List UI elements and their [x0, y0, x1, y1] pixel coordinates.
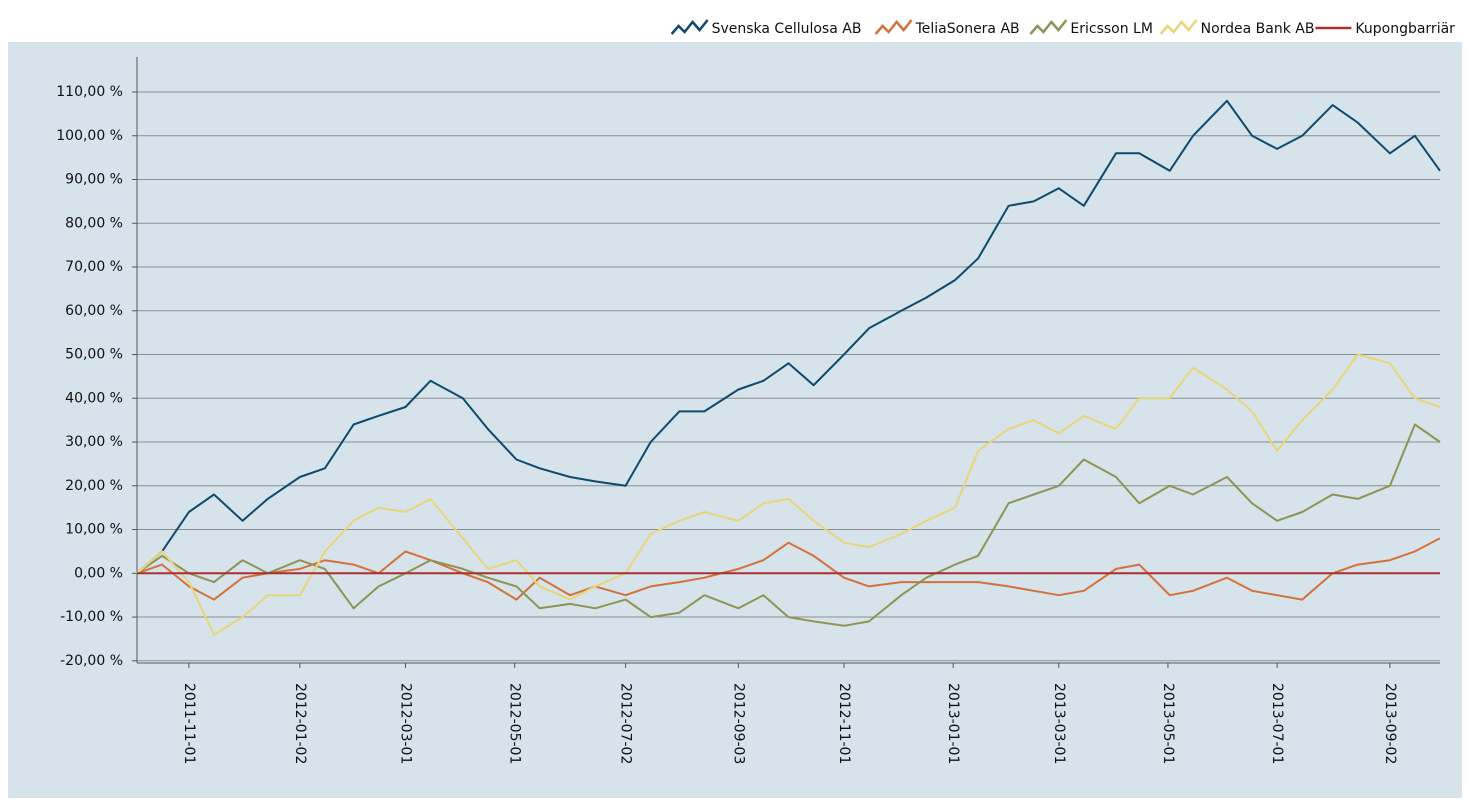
x-tick-label: 2012-09-03 — [730, 683, 746, 764]
y-tick-label: 110,00 % — [56, 84, 123, 100]
series-line — [136, 423, 1441, 627]
legend-label: Kupongbarriär — [1355, 21, 1455, 37]
legend-icon — [874, 19, 913, 35]
y-tick-label: 40,00 % — [65, 390, 123, 406]
y-tick-label: 10,00 % — [65, 522, 123, 538]
series-line — [136, 537, 1441, 601]
legend-label: TeliaSonera AB — [915, 21, 1020, 37]
y-tick-label: -10,00 % — [60, 609, 123, 625]
series-line — [136, 353, 1441, 636]
x-tick-label: 2013-09-02 — [1382, 683, 1398, 764]
x-tick-label: 2012-05-01 — [507, 683, 523, 764]
x-tick-label: 2012-07-02 — [618, 683, 634, 764]
legend-icon — [1159, 19, 1198, 35]
y-tick-label: 20,00 % — [65, 478, 123, 494]
y-tick-label: 60,00 % — [65, 303, 123, 319]
x-tick-label: 2012-03-01 — [397, 683, 413, 764]
x-tick-label: 2013-01-01 — [945, 683, 961, 764]
legend-label: Svenska Cellulosa AB — [712, 21, 862, 37]
legend-icon — [670, 19, 709, 35]
y-tick-label: 80,00 % — [65, 215, 123, 231]
x-tick-label: 2011-11-01 — [181, 683, 197, 764]
x-tick-label: 2012-01-02 — [292, 683, 308, 764]
x-tick-label: 2013-05-01 — [1160, 683, 1176, 764]
y-tick-label: 70,00 % — [65, 259, 123, 275]
chart-background — [8, 42, 1462, 798]
x-tick-label: 2012-11-01 — [836, 683, 852, 764]
x-tick-label: 2013-03-01 — [1051, 683, 1067, 764]
legend: Svenska Cellulosa AB TeliaSonera AB Ericss… — [665, 14, 1462, 42]
legend-icon — [1029, 19, 1068, 35]
y-tick-label: 100,00 % — [56, 128, 123, 144]
y-tick-label: -20,00 % — [60, 653, 123, 669]
y-tick-label: 0,00 % — [74, 565, 123, 581]
y-tick-label: 30,00 % — [65, 434, 123, 450]
y-tick-label: 50,00 % — [65, 347, 123, 363]
legend-label: Ericsson LM — [1070, 21, 1153, 37]
series-line — [136, 99, 1441, 575]
legend-label: Nordea Bank AB — [1201, 21, 1315, 37]
y-tick-label: 90,00 % — [65, 172, 123, 188]
x-tick-label: 2013-07-01 — [1269, 683, 1285, 764]
